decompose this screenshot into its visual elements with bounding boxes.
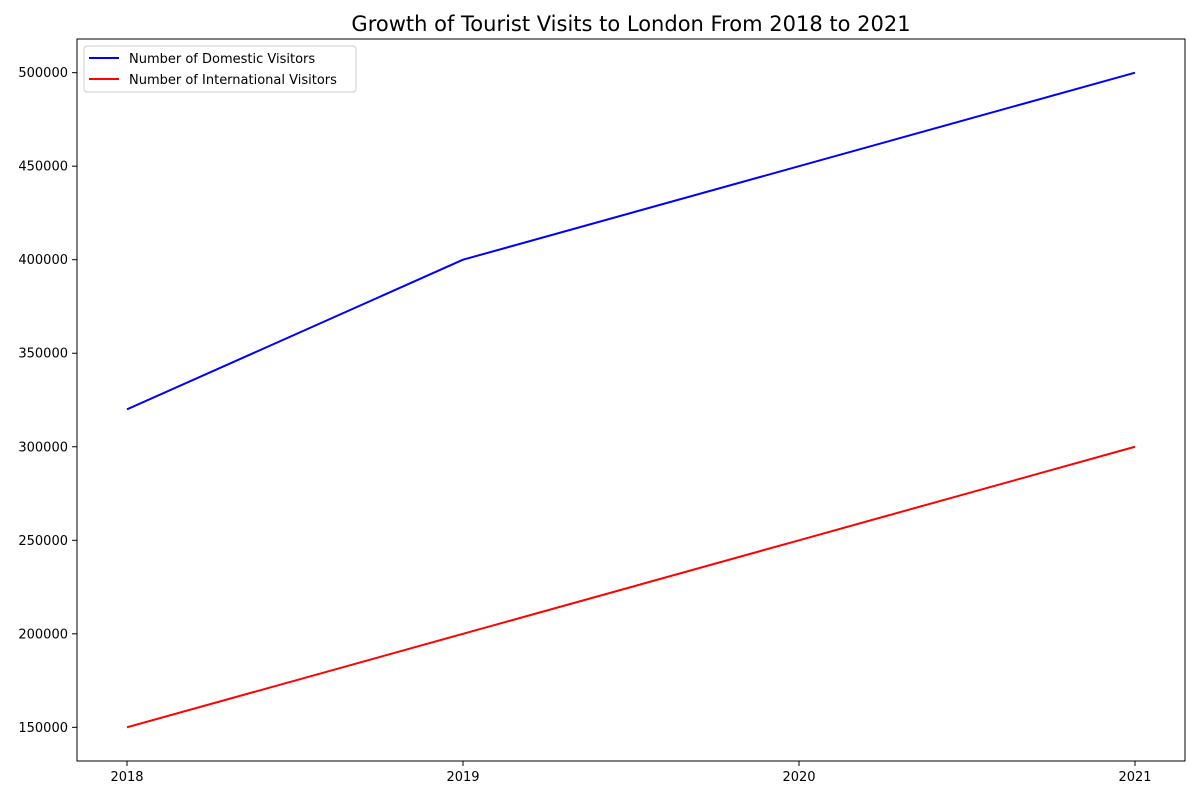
legend-label-international: Number of International Visitors — [129, 73, 337, 88]
series-line-domestic — [126, 71, 1136, 411]
x-tick-label: 2018 — [110, 770, 143, 785]
series-line-international — [126, 445, 1136, 729]
y-tick-label: 250000 — [18, 534, 68, 549]
x-tick-label: 2019 — [446, 770, 479, 785]
y-tick-label: 150000 — [18, 721, 68, 736]
y-tick-label: 400000 — [18, 253, 68, 268]
x-tick-label: 2021 — [1118, 770, 1151, 785]
chart-title: Growth of Tourist Visits to London From … — [351, 12, 910, 36]
x-tick-label: 2020 — [782, 770, 815, 785]
series-layer — [126, 71, 1136, 729]
y-tick-label: 450000 — [18, 160, 68, 175]
y-tick-label: 300000 — [18, 440, 68, 455]
x-axis: 2018 2019 2020 2021 — [110, 761, 1152, 785]
y-tick-label: 500000 — [18, 66, 68, 81]
y-axis: 150000 200000 250000 300000 350000 400000 4500… — [18, 66, 77, 736]
y-tick-label: 350000 — [18, 347, 68, 362]
legend-box — [83, 45, 357, 93]
legend-label-domestic: Number of Domestic Visitors — [129, 52, 315, 67]
plot-frame — [76, 38, 1186, 762]
legend: Number of Domestic Visitors Number of In… — [83, 45, 357, 93]
y-tick-label: 200000 — [18, 627, 68, 642]
